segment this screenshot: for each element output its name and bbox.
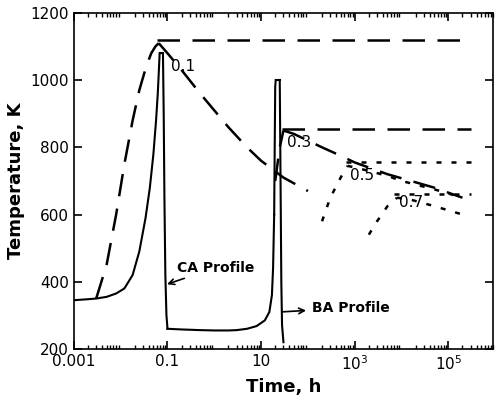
Text: 0.1: 0.1 xyxy=(171,59,196,74)
Text: CA Profile: CA Profile xyxy=(169,261,254,285)
X-axis label: Time, h: Time, h xyxy=(246,378,321,396)
Text: 0.5: 0.5 xyxy=(350,168,374,183)
Y-axis label: Temperature, K: Temperature, K xyxy=(7,103,25,259)
Text: 0.7: 0.7 xyxy=(400,195,423,210)
Text: BA Profile: BA Profile xyxy=(282,301,390,315)
Text: 0.3: 0.3 xyxy=(286,135,311,150)
